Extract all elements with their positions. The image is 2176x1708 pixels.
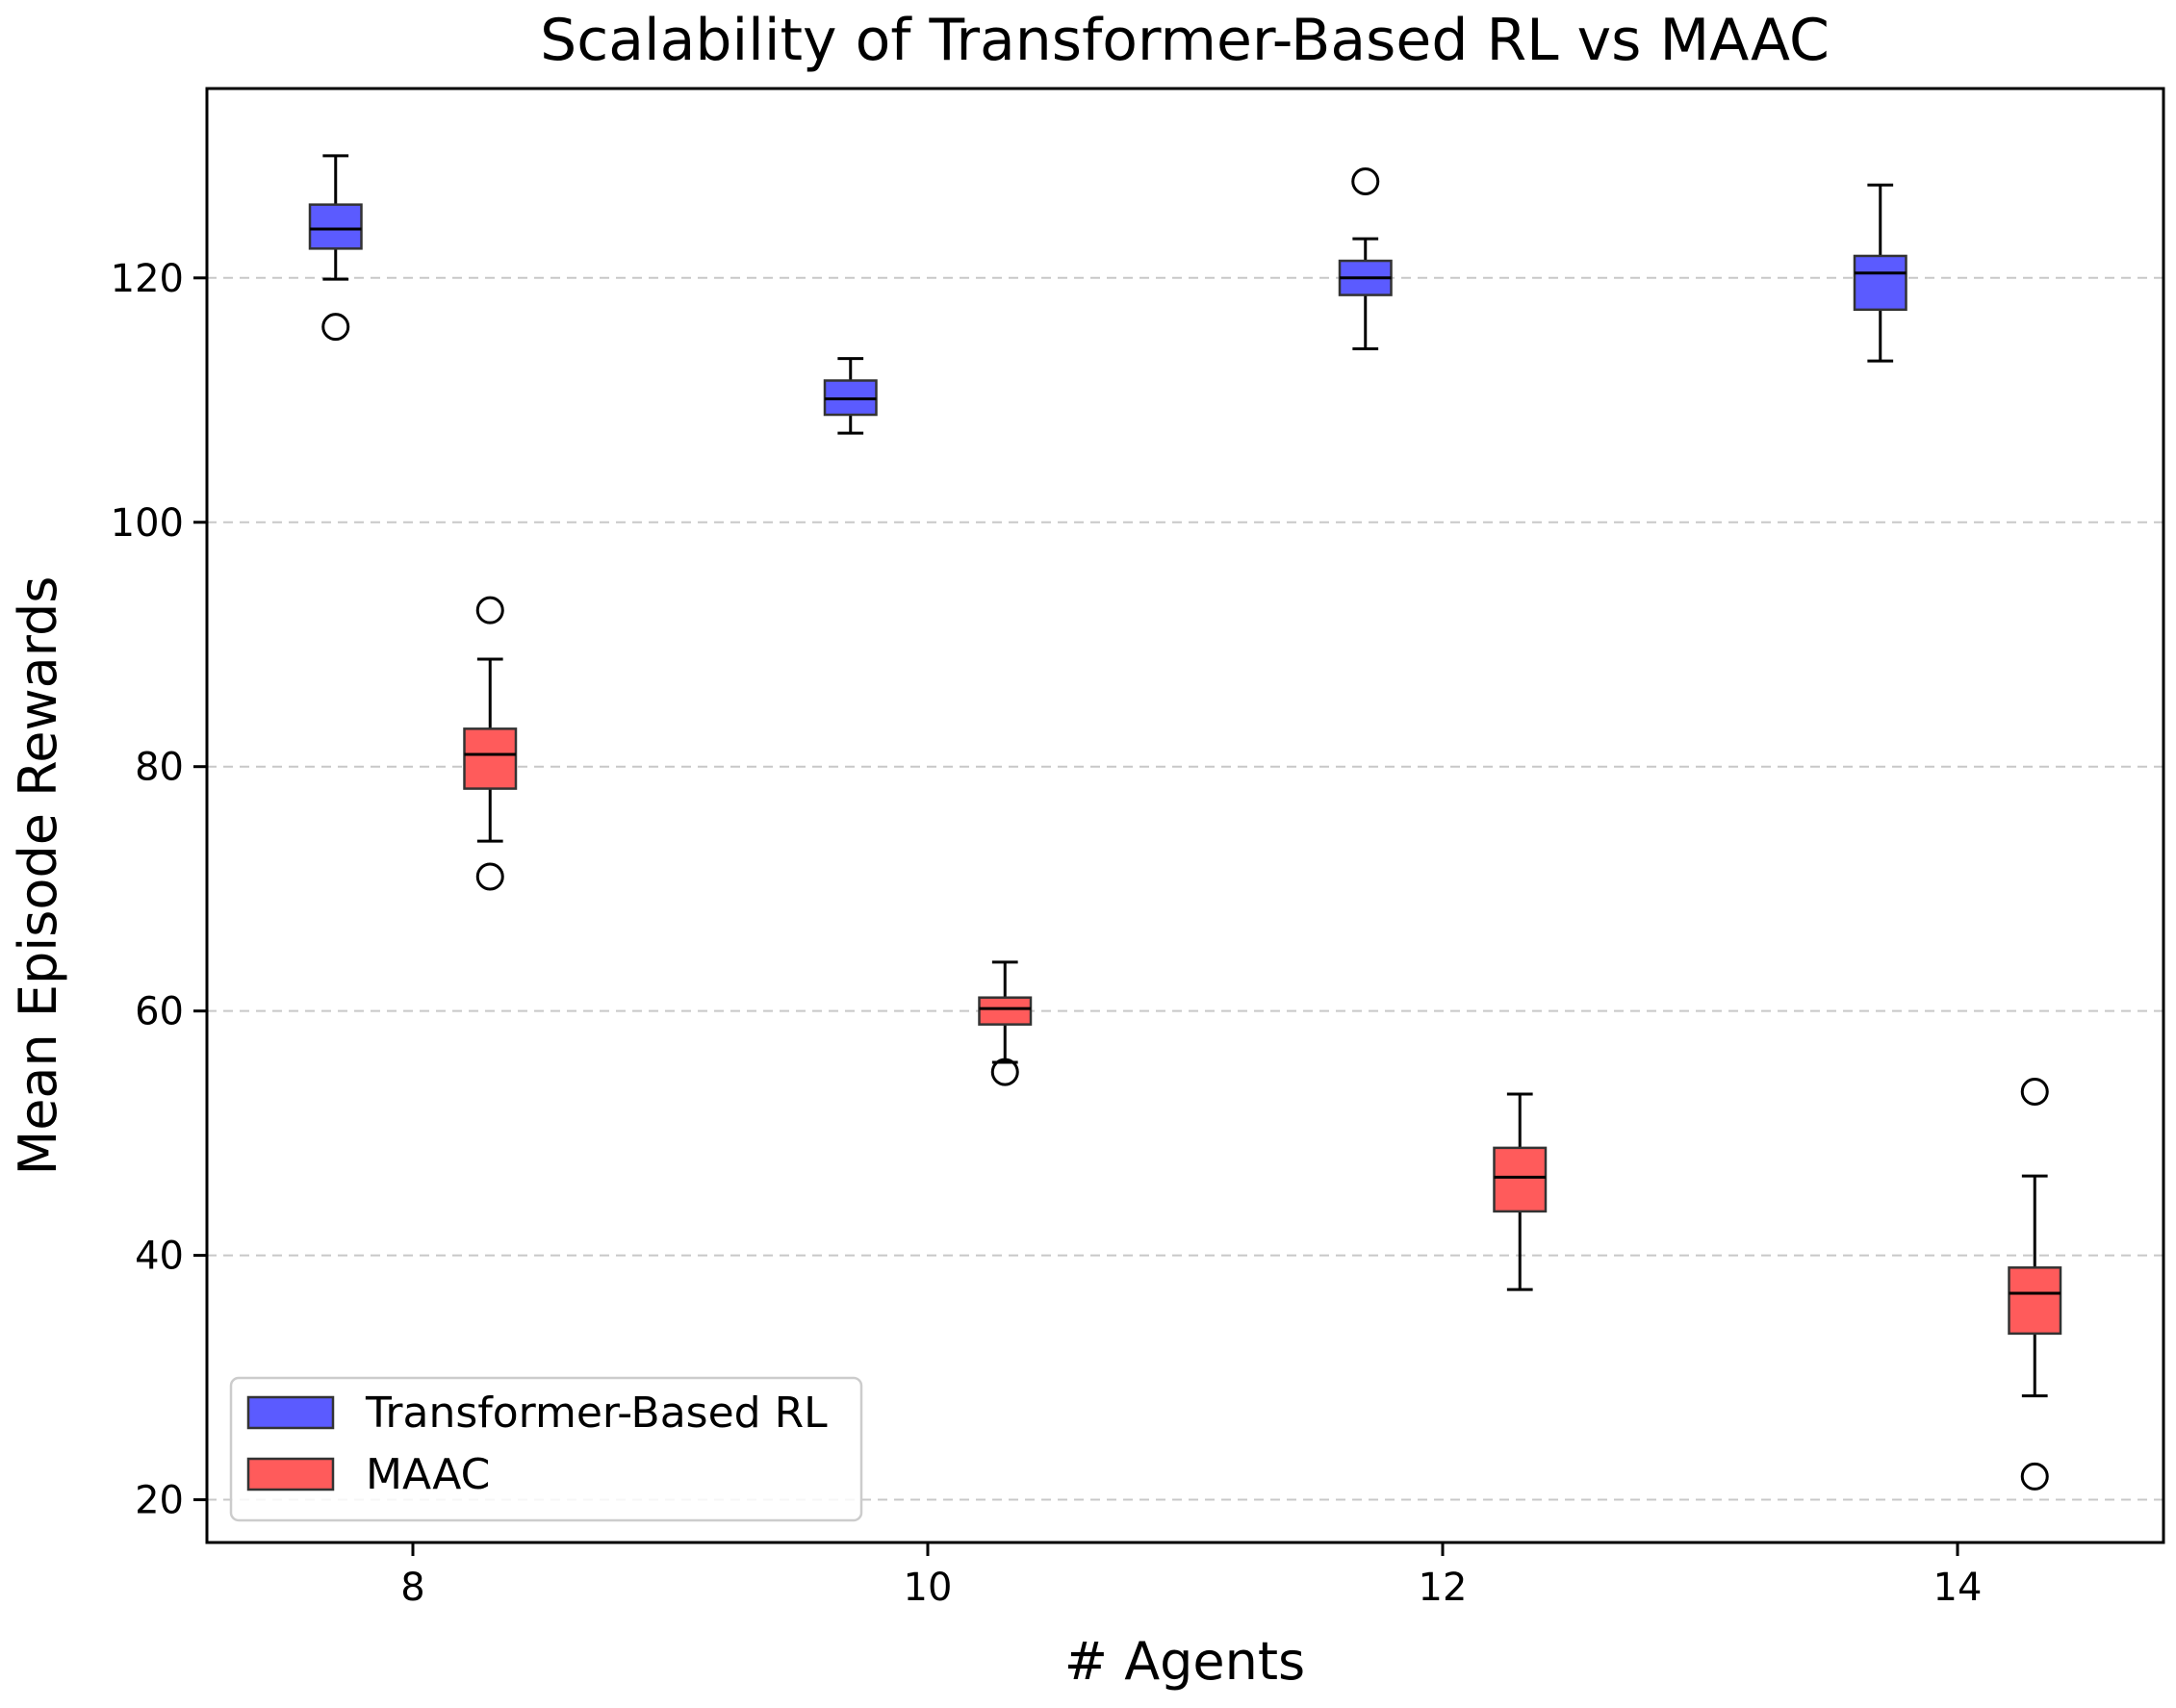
chart-title: Scalability of Transformer-Based RL vs M… [540, 7, 1830, 74]
box-1-12.3 [1493, 1092, 1548, 1291]
outlier-point [475, 862, 504, 891]
plot-area [308, 154, 2062, 1491]
box-1-10.3 [978, 960, 1033, 1086]
outlier-point [2020, 1462, 2049, 1491]
box-1-14.3 [2008, 1077, 2062, 1491]
x-axis-label: # Agents [1064, 1631, 1305, 1692]
x-tick-label: 14 [1933, 1566, 1983, 1610]
box-body [463, 727, 518, 790]
y-tick-label: 60 [135, 990, 184, 1034]
y-tick-label: 100 [111, 501, 184, 546]
box-0-9.7 [823, 357, 878, 435]
box-0-13.7 [1853, 183, 1907, 363]
box-body [978, 996, 1033, 1026]
axes-frame [205, 87, 2165, 1544]
legend-label: Transformer-Based RL [365, 1389, 828, 1438]
outlier-point [475, 596, 504, 625]
box-0-7.7 [308, 154, 363, 342]
y-tick-label: 20 [135, 1479, 184, 1523]
grid-lines [207, 276, 2163, 1501]
box-0-11.7 [1338, 167, 1393, 350]
legend-label: MAAC [366, 1450, 490, 1499]
legend-frame [229, 1376, 863, 1522]
axes: 8 10 12 14 20 40 60 80 100 120 [111, 87, 2165, 1610]
outlier-point [990, 1058, 1019, 1086]
x-tick-label: 8 [400, 1566, 424, 1610]
y-tick-label: 40 [135, 1235, 184, 1279]
box-body [1853, 254, 1907, 312]
y-tick-label: 120 [111, 257, 184, 301]
legend: Transformer-Based RL MAAC [229, 1376, 863, 1522]
outlier-point [321, 313, 350, 342]
box-body [2008, 1266, 2062, 1336]
box-body [1493, 1146, 1548, 1213]
legend-swatch [246, 1457, 335, 1491]
box-1-8.3 [463, 596, 518, 891]
y-tick-label: 80 [135, 746, 184, 790]
y-axis-label: Mean Episode Rewards [8, 576, 68, 1176]
x-tick-label: 12 [1419, 1566, 1468, 1610]
outlier-point [1351, 167, 1380, 196]
legend-swatch [246, 1395, 335, 1430]
outlier-point [2020, 1077, 2049, 1106]
x-tick-label: 10 [904, 1566, 953, 1610]
box-body [308, 203, 363, 250]
